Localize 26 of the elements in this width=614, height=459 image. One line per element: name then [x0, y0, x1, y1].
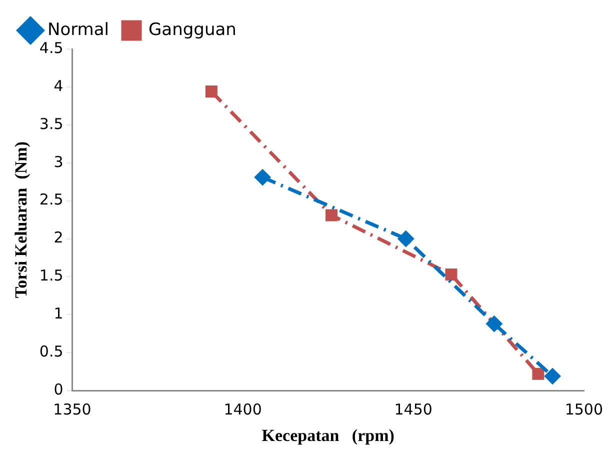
y-tick-label: 4: [54, 76, 64, 95]
point: [532, 368, 544, 380]
x-axis-title: Kecepatan (rpm): [262, 426, 394, 446]
legend-label: Gangguan: [148, 20, 236, 40]
point: [445, 268, 458, 280]
point: [398, 231, 414, 247]
x-tick-label: 1400: [224, 400, 262, 418]
x-tick-label: 1500: [564, 400, 604, 418]
point: [486, 316, 502, 332]
legend-label: Normal: [48, 20, 110, 40]
point: [544, 368, 560, 384]
y-tick-label: 2.5: [39, 190, 64, 209]
y-tick-label: 3.5: [39, 114, 64, 133]
point: [205, 86, 218, 98]
point: [326, 209, 338, 222]
y-tick-label: 1.5: [39, 266, 64, 285]
y-axis-title: Torsi Keluaran (Nm): [12, 141, 31, 298]
y-tick-label: 2: [54, 228, 64, 247]
y-tick-label: 1: [54, 304, 64, 323]
x-tick-label: 1450: [394, 400, 432, 418]
y-tick-label: 4.5: [39, 38, 64, 57]
y-tick-label: 3: [54, 152, 64, 171]
y-tick-label: 0.5: [39, 342, 64, 361]
point: [254, 170, 270, 186]
x-tick-label: 1350: [53, 400, 92, 418]
y-tick-label: 0: [54, 380, 64, 398]
